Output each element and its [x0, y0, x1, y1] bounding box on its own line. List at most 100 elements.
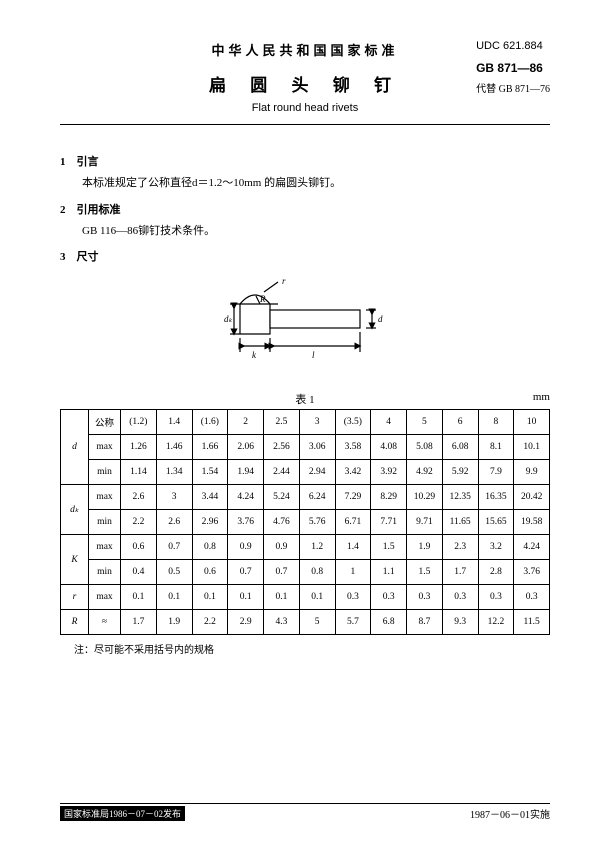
- cell: 19.58: [514, 510, 550, 535]
- cell: 0.7: [264, 560, 300, 585]
- cell: 9.3: [442, 610, 478, 635]
- cell: 11.65: [442, 510, 478, 535]
- table-unit: mm: [533, 391, 550, 403]
- sub-cell: min: [89, 510, 121, 535]
- cell: 12.35: [442, 485, 478, 510]
- cell: 0.1: [299, 585, 335, 610]
- cell: 2.94: [299, 460, 335, 485]
- sub-cell: max: [89, 585, 121, 610]
- cell: 10.29: [407, 485, 443, 510]
- cell: 0.8: [192, 535, 228, 560]
- cell: 5.92: [442, 460, 478, 485]
- cell: 5: [299, 610, 335, 635]
- cell: 2.6: [121, 485, 157, 510]
- cell: 0.6: [192, 560, 228, 585]
- cell: 0.3: [514, 585, 550, 610]
- cell: 2.06: [228, 435, 264, 460]
- cell: 1.1: [371, 560, 407, 585]
- cell: 2.96: [192, 510, 228, 535]
- sub-cell: max: [89, 485, 121, 510]
- cell: 3.92: [371, 460, 407, 485]
- sym-d: d: [61, 410, 89, 485]
- cell: 8.29: [371, 485, 407, 510]
- cell: 6: [442, 410, 478, 435]
- footer: 国家标准局1986－07－02发布 1987－06－01实施: [60, 803, 550, 821]
- sub-cell: ≈: [89, 610, 121, 635]
- cell: 4.92: [407, 460, 443, 485]
- cell: 0.3: [478, 585, 514, 610]
- cell: 3: [299, 410, 335, 435]
- section-1-body: 本标准规定了公称直径d＝1.2～10mm 的扁圆头铆钉。: [82, 175, 550, 193]
- cell: 16.35: [478, 485, 514, 510]
- gb-code: GB 871—86: [476, 57, 550, 80]
- cell: 0.6: [121, 535, 157, 560]
- cell: 3.44: [192, 485, 228, 510]
- cell: 3: [156, 485, 192, 510]
- cell: 2.2: [192, 610, 228, 635]
- cell: 0.1: [192, 585, 228, 610]
- table-note: 注：尽可能不采用括号内的规格: [74, 641, 550, 656]
- cell: 0.9: [228, 535, 264, 560]
- section-2-title: 2 引用标准: [60, 201, 550, 217]
- sub-cell: max: [89, 435, 121, 460]
- cell: 7.71: [371, 510, 407, 535]
- cell: 4.24: [514, 535, 550, 560]
- cell: 11.5: [514, 610, 550, 635]
- cell: 2.5: [264, 410, 300, 435]
- cell: 0.7: [228, 560, 264, 585]
- cell: 20.42: [514, 485, 550, 510]
- cell: 4.08: [371, 435, 407, 460]
- cell: 8.1: [478, 435, 514, 460]
- sym-cell: r: [61, 585, 89, 610]
- udc-code: UDC 621.884: [476, 36, 550, 57]
- main-title-en: Flat round head rivets: [60, 102, 550, 114]
- cell: 3.2: [478, 535, 514, 560]
- cell: 1.14: [121, 460, 157, 485]
- cell: 2.3: [442, 535, 478, 560]
- cell: 0.3: [371, 585, 407, 610]
- cell: 6.8: [371, 610, 407, 635]
- cell: (1.2): [121, 410, 157, 435]
- cell: 3.06: [299, 435, 335, 460]
- col-nominal: 公称: [89, 410, 121, 435]
- label-k: k: [252, 350, 257, 360]
- sym-cell: K: [61, 535, 89, 585]
- cell: 0.1: [228, 585, 264, 610]
- cell: 4: [371, 410, 407, 435]
- cell: 3.76: [228, 510, 264, 535]
- figure-wrap: r R dₖ d k l: [60, 274, 550, 377]
- cell: 0.3: [407, 585, 443, 610]
- cell: 1.54: [192, 460, 228, 485]
- sub-cell: min: [89, 560, 121, 585]
- label-dk: dₖ: [224, 314, 233, 324]
- cell: (3.5): [335, 410, 371, 435]
- header-block: 中华人民共和国国家标准 扁 圆 头 铆 钉 Flat round head ri…: [60, 40, 550, 114]
- cell: 1.4: [156, 410, 192, 435]
- cell: 8: [478, 410, 514, 435]
- spec-table: d公称(1.2)1.4(1.6)22.53(3.5)456810max1.261…: [60, 409, 550, 635]
- cell: 7.9: [478, 460, 514, 485]
- cell: 1.46: [156, 435, 192, 460]
- cell: 15.65: [478, 510, 514, 535]
- cell: 5: [407, 410, 443, 435]
- cell: 1.9: [407, 535, 443, 560]
- cell: 3.58: [335, 435, 371, 460]
- cell: 1.66: [192, 435, 228, 460]
- cell: 6.08: [442, 435, 478, 460]
- section-2-body: GB 116—86铆钉技术条件。: [82, 223, 550, 241]
- cell: 8.7: [407, 610, 443, 635]
- cell: 5.08: [407, 435, 443, 460]
- cell: 0.1: [264, 585, 300, 610]
- cell: 3.42: [335, 460, 371, 485]
- cell: 0.1: [121, 585, 157, 610]
- cell: 10.1: [514, 435, 550, 460]
- replace-code: 代替 GB 871—76: [476, 80, 550, 99]
- cell: 0.9: [264, 535, 300, 560]
- cell: 4.76: [264, 510, 300, 535]
- cell: 1.9: [156, 610, 192, 635]
- cell: 0.7: [156, 535, 192, 560]
- cell: 12.2: [478, 610, 514, 635]
- cell: 0.8: [299, 560, 335, 585]
- cell: 1.94: [228, 460, 264, 485]
- footer-left: 国家标准局1986－07－02发布: [60, 806, 185, 821]
